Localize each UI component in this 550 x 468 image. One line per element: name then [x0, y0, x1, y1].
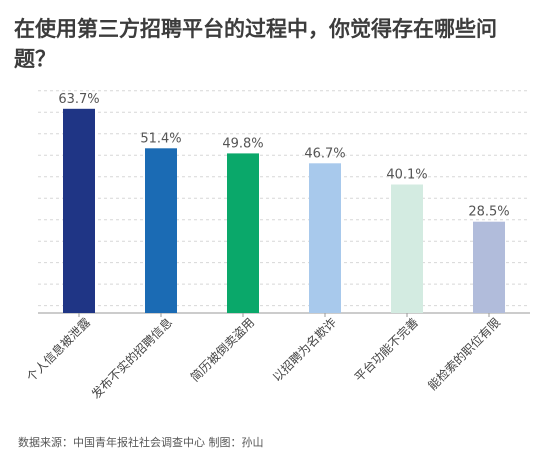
data-label-4: 46.7%: [304, 146, 345, 161]
bar-6: [473, 221, 505, 313]
data-label-5: 40.1%: [386, 168, 427, 183]
x-tick-label-2: 发布不实的招聘信息: [88, 315, 175, 402]
bar-4: [309, 163, 341, 313]
source-footer: 数据来源：中国青年报社社会调查中心 制图：孙山: [18, 436, 264, 449]
data-label-2: 51.4%: [140, 131, 181, 146]
bar-2: [145, 148, 177, 313]
bar-5: [391, 184, 423, 313]
x-tick-label-3: 简历被倒卖盗用: [187, 315, 257, 385]
x-tick-label-4: 以招聘为名欺诈: [269, 315, 339, 385]
data-label-3: 49.8%: [222, 136, 263, 151]
x-tick-label-6: 能检索的职位有限: [425, 315, 503, 393]
bar-1: [63, 108, 95, 313]
data-label-6: 28.5%: [468, 205, 509, 220]
x-tick-label-5: 平台功能不完善: [351, 315, 421, 385]
gridlines: [38, 90, 530, 307]
chart-title: 在使用第三方招聘平台的过程中，你觉得存在哪些问题？: [14, 17, 497, 71]
bar-3: [227, 153, 259, 313]
x-tick-label-1: 个人信息被泄露: [23, 315, 93, 385]
data-label-1: 63.7%: [58, 92, 99, 107]
